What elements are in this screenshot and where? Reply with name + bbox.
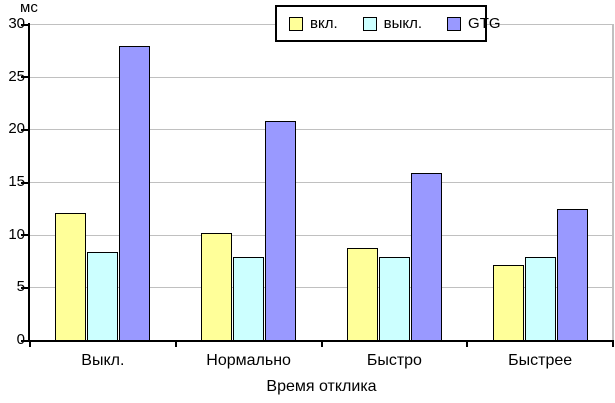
category-label: Нормально — [206, 352, 291, 369]
y-axis-tick-label: 10 — [8, 225, 25, 243]
y-axis-tick-label: 30 — [8, 15, 25, 32]
y-axis-line — [28, 23, 30, 342]
bar — [524, 256, 556, 341]
legend-label: вкл. — [310, 15, 338, 32]
plot-border-right — [612, 24, 614, 340]
y-axis-tick — [21, 286, 28, 289]
gridline — [30, 287, 613, 289]
gridline — [30, 234, 613, 236]
y-axis-tick-label: 25 — [8, 67, 25, 85]
bar — [492, 265, 524, 341]
gridline — [30, 182, 613, 183]
bar — [346, 248, 378, 341]
legend-item: вкл. — [289, 15, 338, 32]
y-axis-tick — [21, 128, 28, 131]
bar — [119, 46, 151, 341]
y-axis-tick-label: 20 — [8, 120, 25, 138]
gridline — [30, 129, 613, 131]
legend-label: GTG — [468, 15, 501, 32]
category-label: Быстро — [366, 352, 422, 369]
legend-color-swatch — [289, 16, 303, 31]
legend-color-swatch — [362, 16, 377, 31]
legend-color-swatch — [447, 16, 462, 31]
legend-item: выкл. — [362, 15, 423, 32]
x-axis-title: Время отклика — [266, 378, 377, 395]
bar — [55, 212, 87, 341]
y-axis-tick-label: 5 — [0, 279, 25, 295]
legend: вкл. выкл. GTG — [275, 5, 501, 42]
y-axis-tick — [21, 181, 28, 184]
bar — [87, 251, 119, 341]
legend-item: GTG — [447, 15, 501, 32]
x-axis-tick — [466, 340, 469, 347]
bar — [265, 120, 297, 341]
x-axis-tick — [320, 340, 323, 347]
x-axis-tick — [612, 340, 614, 347]
x-axis-line — [27, 340, 613, 342]
x-axis-tick — [174, 340, 177, 347]
bar — [233, 256, 265, 341]
bar — [556, 209, 588, 341]
y-axis-tick-label: 0 — [0, 332, 25, 348]
bar — [378, 256, 410, 341]
category-label: Быстрее — [508, 352, 573, 369]
y-axis-tick-label: 15 — [8, 173, 25, 190]
legend-label: выкл. — [383, 15, 423, 32]
bar — [410, 172, 442, 341]
x-axis-tick — [29, 340, 31, 347]
y-axis-tick — [21, 76, 28, 79]
y-axis-tick — [21, 339, 28, 342]
y-axis-unit-label: мс — [20, 0, 38, 16]
bar — [201, 232, 233, 341]
y-axis-tick — [21, 23, 28, 26]
gridline — [30, 76, 613, 78]
category-label: Выкл. — [81, 352, 125, 369]
y-axis-tick — [21, 234, 28, 237]
